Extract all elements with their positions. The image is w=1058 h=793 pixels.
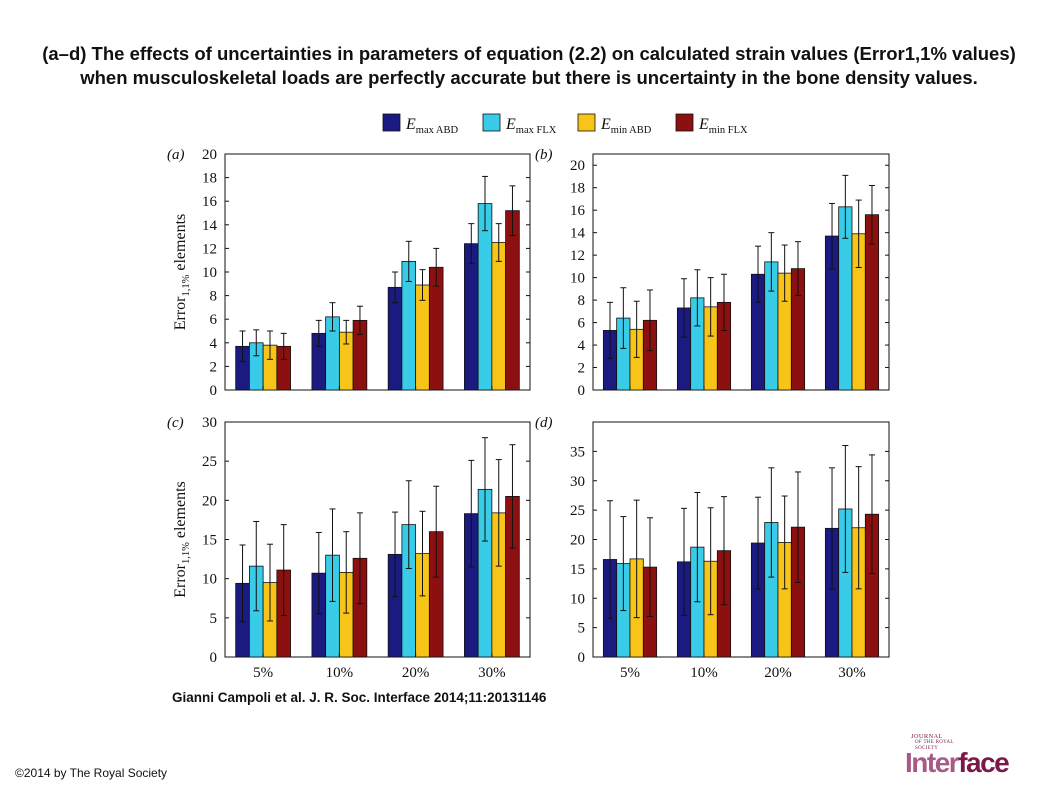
y-tick-label: 12	[570, 248, 585, 264]
bar	[505, 210, 520, 391]
y-axis-label: Error1,1% elements	[172, 481, 192, 598]
y-tick-label: 2	[578, 361, 586, 377]
y-tick-label: 10	[570, 271, 585, 287]
logo-line-royal: OF THE ROYAL	[915, 740, 954, 745]
y-tick-label: 25	[202, 454, 217, 470]
x-tick-label: 5%	[253, 665, 273, 681]
y-tick-label: 0	[210, 650, 218, 666]
legend-label-sub: max ABD	[416, 125, 459, 136]
y-tick-label: 20	[202, 147, 217, 163]
bar	[491, 242, 507, 391]
legend-label-main: E	[600, 116, 611, 133]
y-tick-label: 2	[210, 359, 218, 375]
y-axis-label: Error1,1% elements	[172, 214, 192, 331]
copyright-notice: ©2014 by The Royal Society	[15, 766, 168, 780]
citation: Gianni Campoli et al. J. R. Soc. Interfa…	[172, 690, 547, 705]
y-tick-label: 20	[570, 158, 585, 174]
axis-frame	[592, 153, 890, 391]
y-tick-label: 10	[202, 265, 217, 281]
y-tick-label: 20	[570, 533, 585, 549]
y-tick-label: 20	[202, 493, 217, 509]
logo-line-journal: JOURNAL	[911, 733, 943, 740]
y-axis-label-sub: 1,1%	[181, 542, 192, 564]
y-tick-label: 5	[578, 621, 586, 637]
y-tick-label: 16	[202, 194, 218, 210]
y-tick-label: 35	[570, 444, 585, 460]
panel-label: (c)	[167, 415, 184, 431]
y-tick-label: 10	[202, 572, 217, 588]
y-tick-label: 8	[578, 293, 586, 309]
y-tick-label: 16	[570, 203, 586, 219]
y-tick-label: 6	[210, 312, 218, 328]
y-tick-label: 8	[210, 289, 218, 305]
journal-logo: JOURNAL OF THE ROYAL SOCIETY Interface	[905, 733, 1025, 783]
logo-brand-a: Inter	[905, 747, 960, 778]
y-tick-label: 14	[202, 218, 218, 234]
panel-label: (b)	[535, 147, 553, 163]
legend-label-sub: max FLX	[516, 125, 557, 136]
logo-brand-b: face	[958, 747, 1010, 778]
y-tick-label: 10	[570, 591, 585, 607]
y-axis-label-main: Error	[172, 296, 189, 330]
y-tick-label: 15	[202, 533, 217, 549]
y-tick-label: 30	[570, 474, 585, 490]
y-axis-label-rest: elements	[172, 214, 189, 275]
legend-label-2: Emin ABD	[600, 116, 652, 136]
y-tick-label: 5	[210, 611, 218, 627]
logo-line-society: SOCIETY	[915, 746, 939, 751]
y-tick-label: 6	[578, 316, 586, 332]
chart-panel-0: (a) 0 2 4 6 8 10 12 14 16 18 20 Error1,1% elements	[167, 147, 531, 399]
legend-swatch-1	[482, 113, 501, 132]
y-tick-label: 30	[202, 415, 217, 431]
y-tick-label: 0	[210, 383, 218, 399]
legend-label-sub: min ABD	[611, 125, 652, 136]
y-tick-label: 0	[578, 650, 586, 666]
y-tick-label: 4	[578, 338, 586, 354]
y-axis-label-main: Error	[172, 563, 189, 597]
bar	[464, 243, 479, 391]
x-tick-label: 10%	[326, 665, 354, 681]
legend-label-3: Emin FLX	[698, 116, 748, 136]
chart-panel-3: (d) 0 5 10 15 20 25 30 35 5% 10% 20% 30%	[535, 415, 890, 681]
x-tick-label: 30%	[478, 665, 506, 681]
legend-label-main: E	[505, 116, 516, 133]
x-tick-label: 20%	[402, 665, 430, 681]
y-tick-label: 4	[210, 336, 218, 352]
legend-label-0: Emax ABD	[405, 116, 458, 136]
x-tick-label: 20%	[764, 665, 792, 681]
chart-panel-1: (b) 0 2 4 6 8 10 12 14 16 18 20	[535, 147, 890, 399]
y-tick-label: 18	[570, 181, 585, 197]
y-tick-label: 25	[570, 503, 585, 519]
legend-swatch-0	[382, 113, 401, 132]
panel-label: (a)	[167, 147, 185, 163]
bar	[477, 203, 493, 391]
y-tick-label: 18	[202, 171, 217, 187]
x-tick-label: 30%	[838, 665, 866, 681]
chart-panel-2: (c) 0 5 10 15 20 25 30 Error1,1% elements 5% 10% 20…	[167, 415, 531, 681]
legend-label-main: E	[698, 116, 709, 133]
y-axis-label-rest: elements	[172, 481, 189, 542]
y-tick-label: 0	[578, 383, 586, 399]
x-tick-label: 5%	[620, 665, 640, 681]
legend: Emax ABD Emax FLX Emin ABD Emin FLX	[382, 113, 748, 136]
legend-swatch-3	[675, 113, 694, 132]
y-tick-label: 15	[570, 562, 585, 578]
panel-label: (d)	[535, 415, 553, 431]
figure-title: (a–d) The effects of uncertainties in pa…	[42, 43, 1016, 88]
legend-label-main: E	[405, 116, 416, 133]
y-tick-label: 12	[202, 241, 217, 257]
legend-swatch-2	[577, 113, 596, 132]
x-tick-label: 10%	[690, 665, 718, 681]
logo-brand: Interface	[905, 747, 1010, 779]
legend-label-1: Emax FLX	[505, 116, 557, 136]
legend-label-sub: min FLX	[709, 125, 748, 136]
y-tick-label: 14	[570, 226, 586, 242]
y-axis-label-sub: 1,1%	[181, 274, 192, 296]
